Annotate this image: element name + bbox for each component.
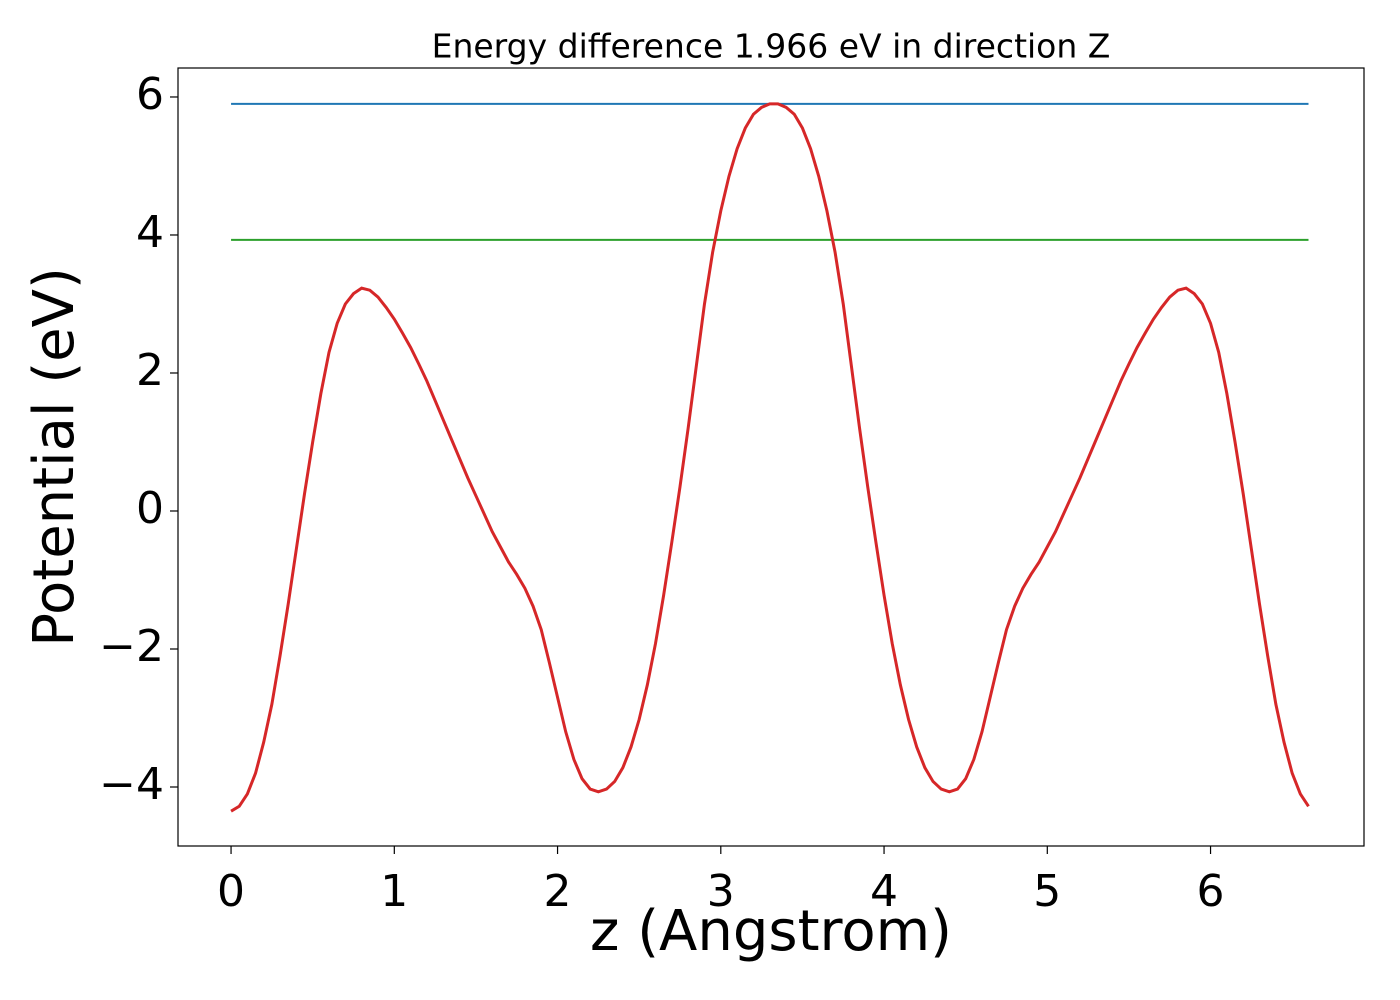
x-tick-label: 1 — [380, 866, 408, 917]
x-tick-label: 0 — [217, 866, 245, 917]
y-tick-label: 4 — [136, 207, 164, 258]
y-tick-label: 0 — [136, 483, 164, 534]
x-tick-label: 2 — [544, 866, 572, 917]
y-tick-label: 2 — [136, 345, 164, 396]
x-tick-label: 5 — [1033, 866, 1061, 917]
data-line — [230, 102, 1310, 813]
y-axis-label: Potential (eV) — [22, 267, 87, 647]
y-tick-label: −2 — [99, 621, 164, 672]
chart-title: Energy difference 1.966 eV in direction … — [432, 27, 1111, 66]
x-tick-label: 3 — [707, 866, 735, 917]
y-tick-label: −4 — [99, 759, 164, 810]
x-tick-label: 6 — [1197, 866, 1225, 917]
plot-frame — [177, 67, 1365, 847]
y-tick-label: 6 — [136, 69, 164, 120]
x-tick-label: 4 — [870, 866, 898, 917]
x-axis-label: z (Angstrom) — [590, 899, 952, 964]
